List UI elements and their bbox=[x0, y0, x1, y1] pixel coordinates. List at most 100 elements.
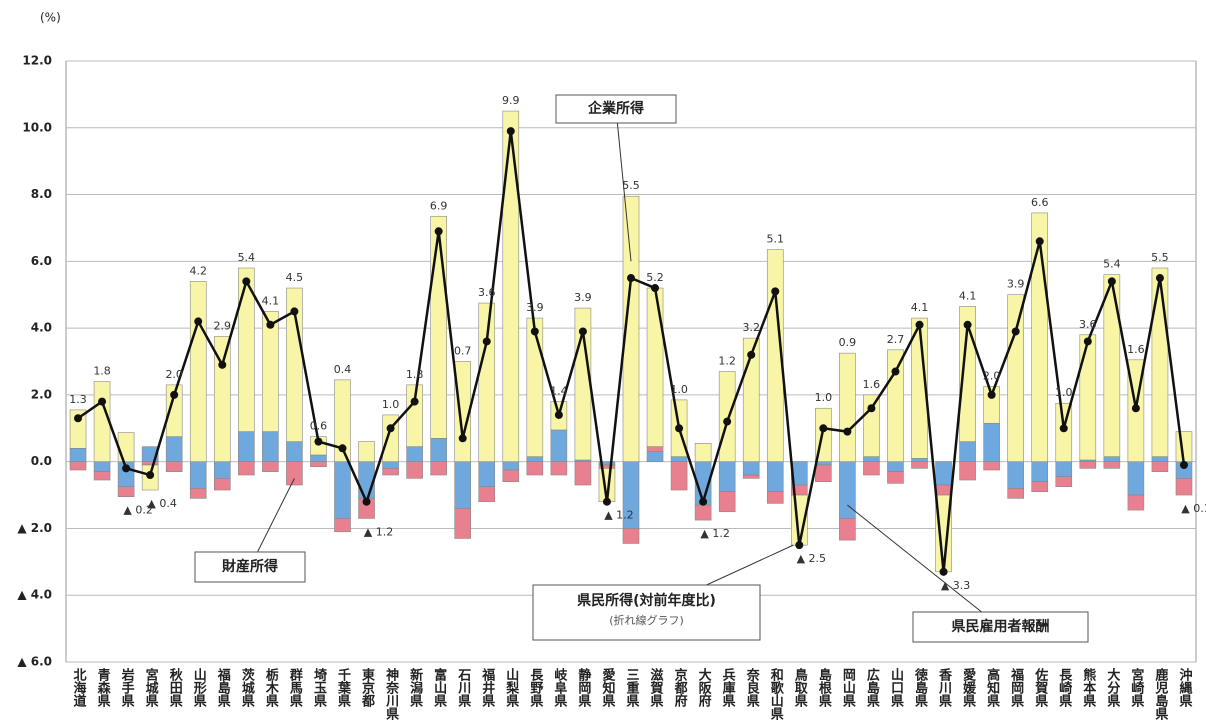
data-label: 1.8 bbox=[406, 368, 424, 381]
y-tick-label: 12.0 bbox=[22, 54, 52, 68]
callout: 企業所得 bbox=[555, 94, 677, 262]
bar-segment bbox=[262, 461, 279, 472]
x-tick-label: 奈良県 bbox=[744, 667, 761, 708]
data-label: 3.2 bbox=[742, 321, 760, 334]
data-label: 4.5 bbox=[286, 271, 304, 284]
bar-segment bbox=[863, 456, 880, 462]
bar-segment bbox=[983, 386, 1000, 424]
data-label: 1.0 bbox=[1055, 386, 1073, 399]
line-point bbox=[314, 437, 323, 446]
bar-segment bbox=[478, 461, 496, 488]
bar-segment bbox=[502, 461, 520, 471]
line-point bbox=[530, 327, 539, 336]
x-tick-label: 和歌山県 bbox=[768, 667, 784, 721]
bar-segment bbox=[454, 461, 472, 509]
line-point bbox=[819, 424, 828, 433]
data-label: 6.9 bbox=[430, 199, 448, 212]
bar-segment bbox=[887, 461, 904, 472]
line-point bbox=[170, 390, 179, 399]
line-point bbox=[266, 320, 275, 329]
line-point bbox=[194, 317, 203, 326]
line-point bbox=[939, 567, 948, 576]
bar-segment bbox=[959, 461, 976, 481]
y-tick-label: 6.0 bbox=[31, 254, 52, 268]
line-point bbox=[1131, 404, 1140, 413]
bar-segment bbox=[286, 441, 303, 462]
x-tick-label: 徳島県 bbox=[912, 667, 929, 708]
line-point bbox=[290, 307, 299, 316]
x-tick-label: 山梨県 bbox=[503, 667, 520, 708]
line-point bbox=[843, 427, 852, 436]
bar-segment bbox=[1031, 461, 1049, 482]
data-label: 3.9 bbox=[1007, 278, 1025, 291]
data-label: 3.9 bbox=[526, 301, 544, 314]
x-tick-label: 岩手県 bbox=[119, 667, 136, 708]
x-tick-label: 兵庫県 bbox=[720, 667, 736, 708]
bar-segment bbox=[526, 317, 544, 457]
data-label: 0.4 bbox=[334, 363, 352, 376]
data-label: 2.9 bbox=[214, 319, 232, 332]
bar-segment bbox=[526, 456, 544, 462]
bar-segment bbox=[863, 394, 880, 457]
callout-note: (折れ線グラフ) bbox=[609, 613, 684, 627]
bar-segment bbox=[430, 437, 447, 462]
line-point bbox=[1107, 277, 1116, 286]
x-tick-label: 茨城県 bbox=[239, 667, 255, 708]
bar-segment bbox=[1127, 494, 1145, 511]
x-tick-label: 岡山県 bbox=[840, 668, 856, 708]
x-tick-label: 静岡県 bbox=[575, 667, 591, 708]
legend-compensation: 県民雇用者報酬 bbox=[952, 618, 1050, 635]
line-point bbox=[434, 227, 443, 236]
y-tick-label: 0.0 bbox=[31, 454, 52, 468]
x-tick-label: 三重県 bbox=[624, 668, 640, 708]
callout-box bbox=[532, 584, 761, 641]
line-point bbox=[771, 287, 780, 296]
y-tick-label: 10.0 bbox=[22, 120, 52, 134]
x-tick-label: 長崎県 bbox=[1056, 668, 1072, 708]
data-label: 5.4 bbox=[238, 251, 256, 264]
line-point bbox=[338, 444, 347, 453]
callout-leader bbox=[847, 504, 1001, 628]
y-tick-label: ▲ 6.0 bbox=[17, 655, 52, 669]
bar-segment bbox=[1151, 456, 1169, 462]
line-point bbox=[891, 367, 900, 376]
data-label: 9.9 bbox=[502, 94, 520, 107]
x-tick-label: 富山県 bbox=[431, 667, 447, 708]
legend-line: 県民所得(対前年度比) bbox=[577, 592, 716, 609]
line-point bbox=[74, 414, 83, 423]
bar-segment bbox=[117, 432, 135, 462]
data-label: 1.0 bbox=[382, 398, 400, 411]
line-point bbox=[1035, 237, 1044, 246]
data-label: 1.2 bbox=[718, 355, 736, 368]
x-tick-label: 佐賀県 bbox=[1032, 667, 1049, 708]
x-tick-label: 鹿児島県 bbox=[1152, 667, 1169, 721]
bar-segment bbox=[334, 379, 351, 462]
bar-segment bbox=[358, 441, 375, 462]
bar-segment bbox=[1055, 476, 1073, 488]
line-point bbox=[1155, 274, 1164, 283]
bar-segment bbox=[1151, 267, 1169, 457]
bar-segment bbox=[1031, 481, 1049, 493]
data-label: ▲ 0.2 bbox=[123, 504, 152, 517]
bar-segment bbox=[646, 451, 664, 462]
bar-segment bbox=[310, 461, 327, 467]
callout-box bbox=[912, 611, 1089, 643]
bar-segment bbox=[165, 436, 183, 462]
callout: 県民所得(対前年度比) (折れ線グラフ) bbox=[532, 544, 794, 641]
bar-segment bbox=[286, 461, 303, 486]
x-tick-label: 東京都 bbox=[359, 667, 376, 708]
x-tick-label: 青森県 bbox=[95, 667, 111, 708]
bar-segment bbox=[670, 461, 688, 491]
bar-segment bbox=[502, 469, 520, 482]
x-tick-label: 北海道 bbox=[71, 668, 87, 708]
x-tick-label: 福井県 bbox=[479, 667, 496, 708]
bar-segment bbox=[382, 461, 399, 469]
bar-segment bbox=[189, 488, 207, 499]
line-point bbox=[482, 337, 491, 346]
x-tick-label: 新潟県 bbox=[407, 667, 423, 708]
legend-corporate: 企業所得 bbox=[587, 100, 644, 117]
x-tick-label: 岐阜県 bbox=[551, 667, 567, 708]
data-label: 2.7 bbox=[887, 333, 905, 346]
bar-segment bbox=[646, 446, 664, 452]
data-label: 2.0 bbox=[983, 370, 1001, 383]
